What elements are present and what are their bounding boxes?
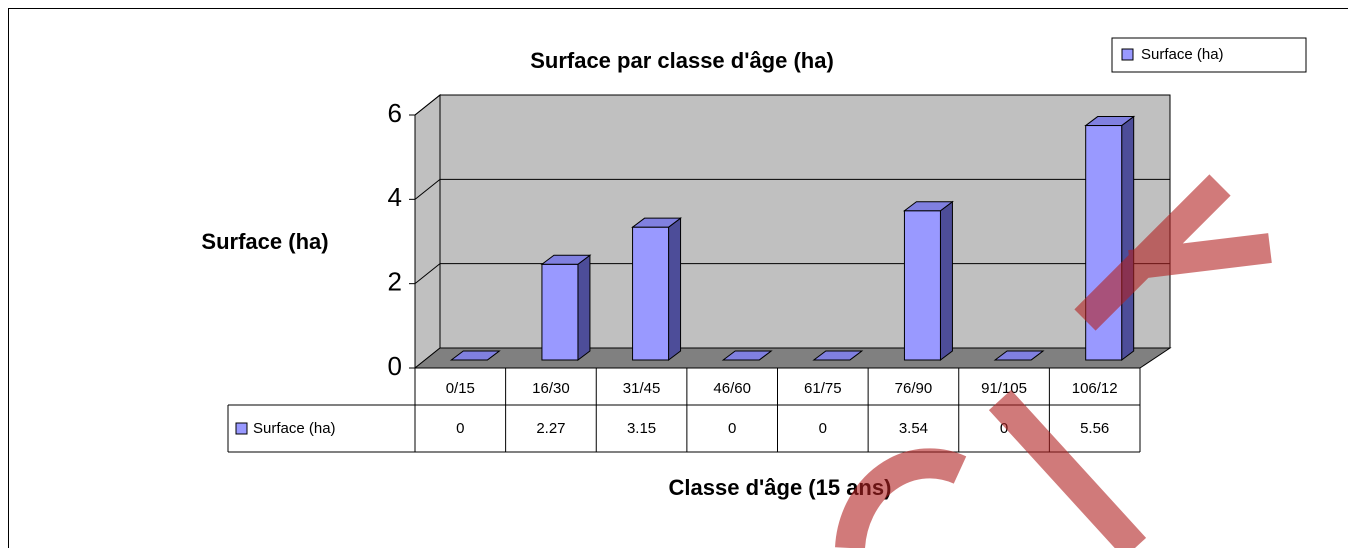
grid-line: [414, 263, 441, 285]
floor: [413, 347, 1172, 369]
legend-key: [1121, 48, 1134, 61]
table-value: 0: [1000, 420, 1008, 437]
bar: [902, 200, 954, 361]
bar-top: [721, 350, 773, 361]
legend-box: [1111, 37, 1307, 73]
y-tick-label: 4: [388, 182, 402, 212]
table-value: 0: [456, 420, 464, 437]
bar-top: [993, 350, 1045, 361]
plot-area: 0 2 4 6 Surface (ha) 0/15 0 16/30 2.27 31/45 3.15 4…: [227, 37, 1307, 453]
x-tick-label: 0/15: [446, 380, 475, 397]
table-value: 2.27: [536, 420, 565, 437]
bar-side: [1121, 115, 1135, 361]
table-value: 3.15: [627, 420, 656, 437]
watermark: [835, 174, 1272, 548]
x-tick-label: 16/30: [532, 380, 570, 397]
bar: [721, 350, 773, 361]
bar-top: [540, 254, 592, 265]
legend-label: Surface (ha): [1141, 46, 1224, 63]
bar-top: [812, 350, 864, 361]
y-tick-label: 0: [388, 351, 402, 381]
bar: [993, 350, 1045, 361]
bar-side: [577, 254, 591, 361]
bar-top: [631, 217, 683, 228]
grid-line: [414, 178, 441, 200]
bar-top: [1084, 116, 1136, 127]
bar: [631, 217, 683, 361]
bar-side: [939, 200, 953, 361]
bar-front: [632, 226, 670, 361]
x-tick-label: 46/60: [713, 380, 751, 397]
bar: [449, 350, 501, 361]
x-tick-label: 106/12: [1072, 380, 1118, 397]
y-tick-label: 6: [388, 98, 402, 128]
bar-side: [668, 217, 682, 361]
y-axis-label: Surface (ha): [201, 229, 328, 254]
table-value: 5.56: [1080, 420, 1109, 437]
watermark-o: [835, 448, 967, 548]
legend-key: [235, 422, 248, 435]
x-tick-label: 91/105: [981, 380, 1027, 397]
y-tick-label: 2: [388, 267, 402, 297]
table-value: 3.54: [899, 420, 928, 437]
bar-top: [902, 201, 954, 212]
bar: [540, 254, 592, 361]
table-value: 0: [819, 420, 827, 437]
x-tick-label: 76/90: [895, 380, 933, 397]
grid-line: [414, 94, 441, 116]
bar-top: [449, 350, 501, 361]
bar-front: [903, 210, 941, 361]
bar-front: [541, 263, 579, 361]
side-wall: [414, 93, 441, 370]
bar: [812, 350, 864, 361]
table-series-name: Surface (ha): [253, 420, 336, 437]
watermark-nf: [988, 174, 1272, 548]
x-tick-label: 31/45: [623, 380, 661, 397]
table-value: 0: [728, 420, 736, 437]
chart-title: Surface par classe d'âge (ha): [530, 48, 834, 73]
x-tick-label: 61/75: [804, 380, 842, 397]
